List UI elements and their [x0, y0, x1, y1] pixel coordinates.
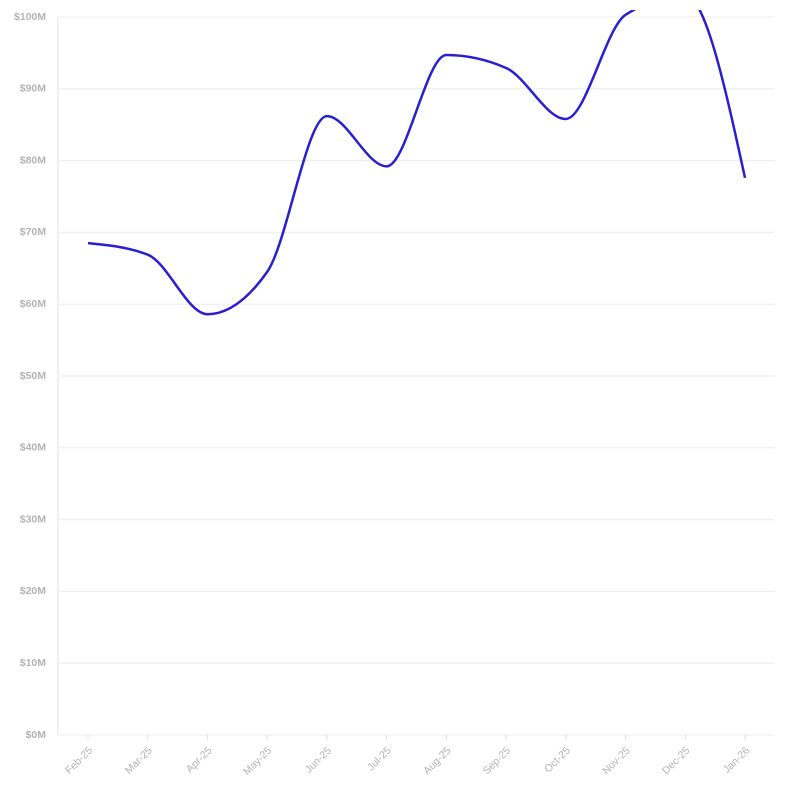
- x-tick-label: May-25: [241, 744, 274, 777]
- y-tick-label: $70M: [20, 226, 47, 238]
- y-tick-label: $80M: [20, 154, 47, 166]
- x-tick-label: Aug-25: [421, 744, 454, 777]
- y-tick-label: $50M: [20, 370, 47, 382]
- x-tick-label: Sep-25: [481, 744, 514, 777]
- x-tick-label: Jun-25: [303, 744, 334, 775]
- x-tick-label: Oct-25: [542, 744, 573, 775]
- x-tick-label: Mar-25: [123, 744, 155, 776]
- x-tick-label: Feb-25: [63, 744, 95, 776]
- y-tick-label: $100M: [14, 11, 46, 23]
- y-tick-label: $30M: [20, 513, 47, 525]
- y-tick-label: $90M: [20, 83, 47, 95]
- line-series: [87, 10, 747, 316]
- y-tick-label: $0M: [26, 729, 47, 741]
- x-tick-label: Jan-26: [721, 744, 752, 775]
- y-tick-label: $60M: [20, 298, 47, 310]
- y-tick-label: $10M: [20, 657, 47, 669]
- y-tick-label: $20M: [20, 585, 47, 597]
- y-tick-label: $40M: [20, 442, 47, 454]
- x-tick-label: Dec-25: [660, 744, 693, 777]
- x-tick-label: Jul-25: [365, 744, 394, 773]
- x-tick-label: Apr-25: [184, 744, 215, 775]
- x-tick-label: Nov-25: [600, 744, 633, 777]
